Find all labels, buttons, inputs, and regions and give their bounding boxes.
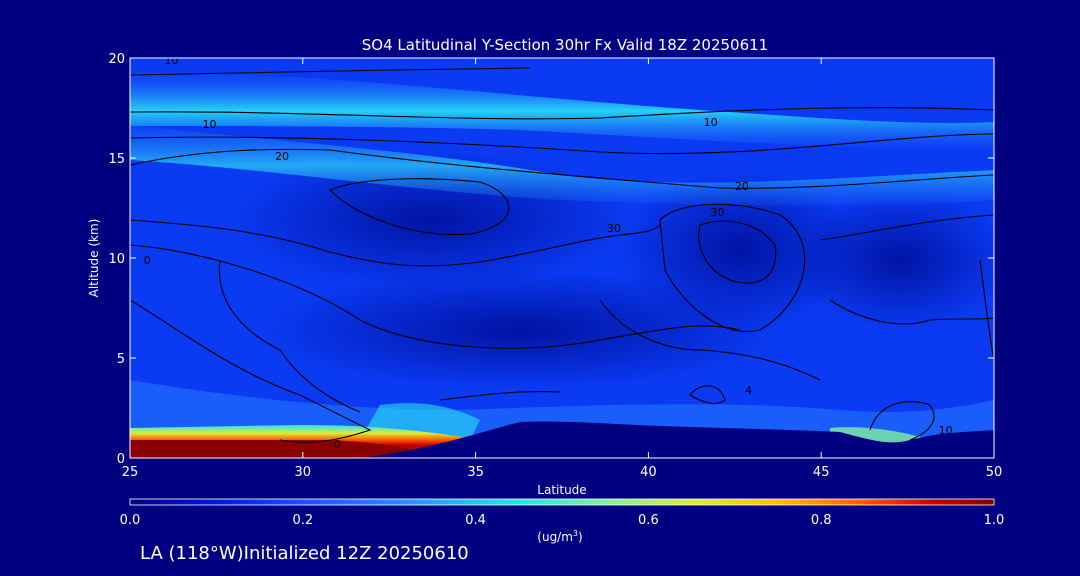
x-tick-label: 35 [467,465,484,480]
contour-line [819,214,994,241]
colorbar-tick-label: 0.6 [638,513,659,528]
colorbar-tick-label: 0.4 [465,513,486,528]
footer-location-rest: W)Initialized 12Z 20250610 [218,543,469,564]
contour-line [218,259,361,413]
colorbar: 0.0 0.2 0.4 0.6 0.8 1.0 (ug/m3) [120,498,1005,544]
contour-line [439,391,561,401]
contour-label: 10 [939,424,953,437]
contour-label: 20 [275,150,289,163]
y-tick-label: 0 [117,452,125,467]
colorbar-units-main: (ug/m [537,530,573,544]
field-surface-core [130,440,420,458]
footer-init-info: LA (118°W)Initialized 12Z 20250610 [140,543,469,564]
colorbar-units-sup: 3 [573,529,578,538]
contour-line [130,67,531,76]
field-upper-band [130,71,994,150]
x-tick-label: 30 [295,465,312,480]
colorbar-tick-label: 0.2 [292,513,313,528]
y-tick-label: 5 [117,352,125,367]
y-tick-label: 20 [108,52,125,67]
contour-line [130,148,994,189]
footer-location: LA (118 [140,543,210,564]
x-axis-label: Latitude [537,483,586,497]
contour-label: 0 [334,438,341,451]
y-tick-label: 15 [108,152,125,167]
field-lower-band [130,380,994,440]
contour-labels: 10 10 10 20 20 30 30 0 0 10 4 [144,54,953,451]
x-tick-label: 45 [813,465,830,480]
contour-line [599,299,821,381]
x-tick-label: 25 [122,465,139,480]
contour-line [979,259,994,361]
contour-line [329,178,510,236]
x-axis: 25 30 35 40 45 50 [122,58,1003,480]
y-axis-label: Altitude (km) [87,219,101,298]
field-mid-band [130,125,994,206]
contour-line [130,133,994,155]
y-axis: 0 5 10 15 20 [108,52,994,467]
x-tick-label: 50 [986,465,1003,480]
terrain [360,421,994,458]
contour-label: 10 [164,54,178,67]
contour-line [689,385,726,404]
contour-label: 30 [607,222,621,235]
colorbar-frame [129,498,995,506]
colorbar-units-end: ) [578,530,583,544]
contour-line [130,107,994,120]
footer-degree: ° [209,543,219,564]
chart-title: SO4 Latitudinal Y-Section 30hr Fx Valid … [362,36,768,54]
contour-line [130,244,741,349]
contour-label: 4 [745,384,752,397]
contour-line [130,299,372,443]
colorbar-tick-label: 0.0 [120,513,141,528]
contour-line [659,203,806,333]
contour-label: 20 [735,180,749,193]
field-dark-region [790,190,994,330]
colorbar-ticks: 0.0 0.2 0.4 0.6 0.8 1.0 [120,513,1005,528]
contour-line [869,401,935,441]
colorbar-tick-label: 1.0 [984,513,1005,528]
colorbar-gradient [130,499,994,505]
contour-line [130,219,661,267]
y-tick-label: 10 [108,252,125,267]
contour-label: 30 [711,206,725,219]
field-dark-region [260,270,780,390]
contour-line [829,299,994,325]
contour-label: 0 [144,254,151,267]
x-tick-label: 40 [640,465,657,480]
contour-label: 10 [704,116,718,129]
contour-line [698,220,777,284]
colorbar-tick-label: 0.8 [811,513,832,528]
contour-label: 10 [202,118,216,131]
plot-area: 10 10 10 20 20 30 30 0 0 10 4 [130,54,994,458]
colorbar-units: (ug/m3) [537,529,582,544]
contours [130,67,994,443]
